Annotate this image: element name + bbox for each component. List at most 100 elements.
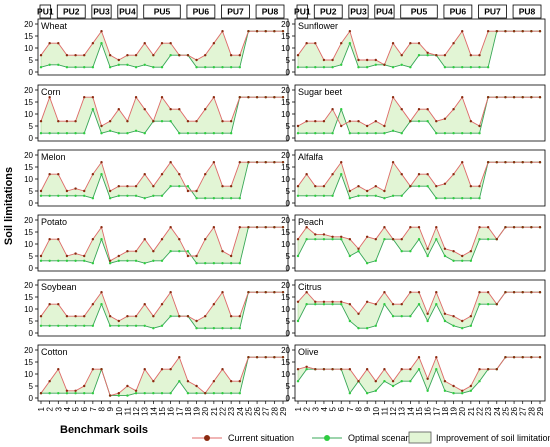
x-tick-label: 9 [363,406,372,411]
optimal-point [152,327,155,330]
current-point [178,356,181,359]
current-point [314,300,317,303]
legend-current-label: Current situation [228,433,294,443]
unit-label-pu5: PU5 [411,7,428,17]
unit-header: PU1 PU2 PU3 PU4 PU5 PU6 PU7 PU8 [37,4,285,19]
optimal-point [435,238,438,241]
panel-sugar-beet: 0 5 10 15 20 Sugar beet [281,84,546,143]
current-point [461,96,464,99]
current-point [204,392,207,395]
optimal-point [331,66,334,69]
optimal-point [195,197,198,200]
x-tick-label: 2 [303,406,312,411]
current-point [264,226,267,229]
current-point [512,96,516,99]
optimal-point [409,250,412,253]
unit-label-pu6: PU6 [193,7,210,17]
current-point [126,315,129,318]
optimal-point [426,319,429,323]
optimal-point [65,392,69,395]
current-point [221,30,224,33]
current-point [469,185,473,188]
y-tick-label: 15 [24,293,33,302]
optimal-point [204,197,207,200]
current-point [417,226,421,229]
optimal-point [204,262,207,265]
current-point [357,120,360,123]
unit-label-pu4: PU4 [376,7,393,17]
x-tick-label: 26 [510,406,519,415]
optimal-point [426,389,429,392]
optimal-point [305,368,308,371]
current-point [512,291,516,294]
x-tick-label: 14 [406,406,415,415]
optimal-point [331,132,334,135]
current-point [305,42,308,45]
y-tick-label: 10 [24,110,33,119]
optimal-point [391,129,395,132]
current-point [296,300,300,303]
x-tick-label: 11 [380,406,389,415]
panel-melon: 0 5 10 15 20 Melon [24,149,289,208]
current-point [538,226,542,229]
current-point [169,42,172,45]
current-point [117,392,120,395]
current-point [383,63,386,66]
optimal-point [348,254,352,258]
optimal-point [478,238,481,241]
current-point [143,368,146,371]
optimal-point [39,259,43,262]
optimal-point [91,392,95,395]
current-point [331,235,334,238]
x-tick-label: 23 [484,406,493,415]
unit-box [117,4,138,19]
unit-label-pu7: PU7 [227,7,244,17]
optimal-point [48,194,51,197]
current-point [91,42,95,45]
current-point [221,368,224,371]
optimal-point [426,254,429,258]
current-point [178,54,181,57]
current-point [296,54,300,57]
optimal-point [452,132,455,135]
optimal-point [478,380,481,383]
optimal-point [348,197,352,200]
current-point [374,185,377,188]
current-point [331,58,334,62]
current-point [340,235,343,238]
x-tick-label: 28 [527,406,536,415]
x-tick-label: 20 [201,406,210,415]
y-tick-label: 15 [281,98,290,107]
optimal-point [152,194,155,197]
current-point [530,356,533,359]
current-point [134,389,138,392]
optimal-point [391,194,395,197]
optimal-point [212,262,216,265]
optimal-point [461,327,464,330]
panel-potato: 0 5 10 15 20 Potato [24,214,289,273]
current-point [452,384,455,388]
optimal-point [83,132,86,135]
current-point [143,42,146,45]
current-point [264,291,267,294]
current-point [134,96,138,99]
current-point [296,368,300,371]
unit-box [296,4,309,19]
y-tick-label: 10 [24,305,33,314]
optimal-point [478,132,481,135]
optimal-point [238,197,241,200]
optimal-point [322,194,326,197]
current-point [365,235,369,238]
current-point [100,161,103,164]
current-point [340,368,343,371]
x-tick-label: 15 [158,406,167,415]
x-tick-label: 4 [63,406,72,411]
optimal-point [169,392,172,395]
optimal-point [229,262,233,265]
current-point [186,189,190,193]
optimal-point [126,324,129,327]
optimal-point [426,185,429,188]
current-point [478,226,481,229]
optimal-point [461,392,464,395]
current-point [340,161,343,164]
